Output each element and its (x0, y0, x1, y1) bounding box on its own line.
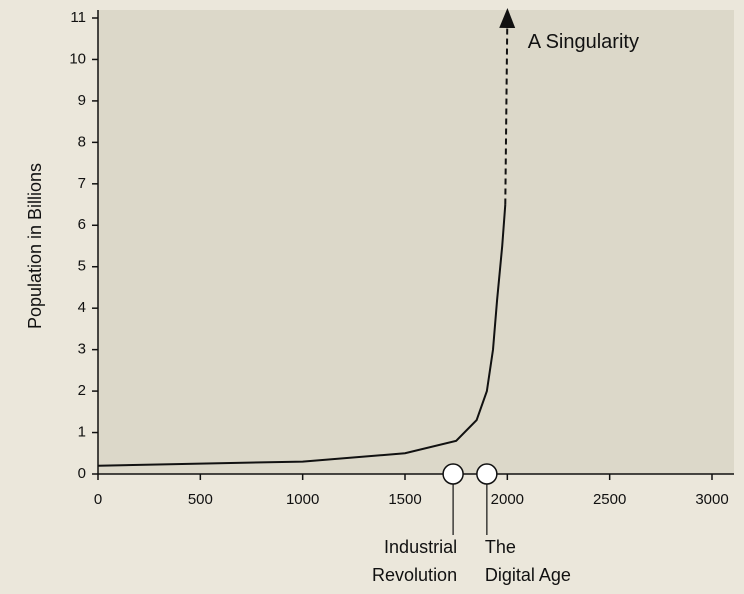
line-series (499, 8, 516, 205)
y-tick-label: 6 (78, 216, 86, 233)
y-tick-label: 0 (78, 465, 86, 482)
marker-label: Digital Age (485, 565, 571, 585)
y-axis-label: Population in Billions (25, 163, 45, 329)
x-tick-label: 500 (188, 491, 213, 508)
marker-circle (442, 463, 464, 485)
x-tick-label: 2500 (593, 491, 626, 508)
y-tick-label: 2 (78, 382, 86, 399)
marker-label: Industrial (384, 537, 457, 557)
marker-label: The (485, 537, 516, 557)
annotation: A Singularity (528, 31, 639, 53)
y-tick-label: 9 (78, 92, 86, 109)
marker-label: Revolution (372, 565, 457, 585)
y-tick-label: 8 (78, 133, 86, 150)
y-tick-label: 11 (70, 9, 86, 26)
y-tick-label: 4 (78, 299, 86, 316)
y-tick-label: 10 (69, 50, 86, 67)
x-tick-label: 0 (94, 491, 102, 508)
x-tick-label: 3000 (695, 491, 728, 508)
plot-area (98, 10, 734, 474)
y-tick-label: 5 (78, 258, 86, 275)
line-series (97, 204, 507, 467)
x-tick-label: 2000 (491, 491, 524, 508)
marker-circle (476, 463, 498, 485)
y-tick-label: 3 (78, 341, 86, 358)
y-tick-label: 1 (78, 424, 86, 441)
x-tick-label: 1500 (388, 491, 421, 508)
x-tick-label: 1000 (286, 491, 319, 508)
y-tick-label: 7 (78, 175, 86, 192)
